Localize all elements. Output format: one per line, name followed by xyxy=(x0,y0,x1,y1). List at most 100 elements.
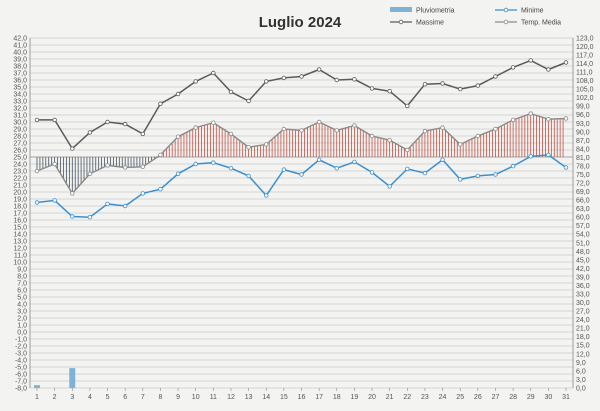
data-point xyxy=(211,160,216,165)
legend-swatch-bar xyxy=(390,7,412,12)
data-point xyxy=(422,170,428,176)
right-tick-label: 60,0 xyxy=(576,215,590,222)
data-point xyxy=(105,119,110,125)
data-point xyxy=(458,177,463,182)
left-tick-label: 24,0 xyxy=(13,161,27,168)
data-point xyxy=(369,86,375,91)
data-point xyxy=(405,103,410,109)
legend-label: Pluviometria xyxy=(416,8,455,15)
data-point xyxy=(52,117,57,123)
right-tick-label: 114,0 xyxy=(576,61,593,68)
left-tick-label: 23,0 xyxy=(13,168,27,175)
legend: Pluviometria Minime Massime Temp. Media xyxy=(390,7,561,27)
right-tick-label: 51,0 xyxy=(576,240,590,247)
right-tick-label: 33,0 xyxy=(576,291,590,298)
data-point xyxy=(546,116,551,122)
data-point xyxy=(528,154,533,159)
x-tick-label: 12 xyxy=(227,394,235,401)
right-tick-label: 93,0 xyxy=(576,121,590,128)
left-tick-label: 37,0 xyxy=(13,70,27,77)
left-tick-label: 35,0 xyxy=(13,84,27,91)
data-point xyxy=(193,125,198,130)
left-tick-label: -7,0 xyxy=(15,378,27,385)
x-tick-label: 22 xyxy=(403,394,411,401)
data-point xyxy=(563,60,569,65)
data-point xyxy=(211,70,216,76)
data-point xyxy=(87,130,93,135)
data-point xyxy=(475,83,481,88)
data-point xyxy=(493,172,498,177)
data-point xyxy=(70,146,75,151)
left-tick-label: 5,0 xyxy=(17,294,27,301)
data-point xyxy=(334,77,339,83)
legend-label: Massime xyxy=(416,20,444,27)
left-tick-label: 2,0 xyxy=(17,315,27,322)
left-tick-label: 22,0 xyxy=(13,175,27,182)
hatch-above-group xyxy=(157,113,564,157)
data-point xyxy=(369,133,375,139)
data-point xyxy=(352,123,357,128)
chart-title: Luglio 2024 xyxy=(259,14,342,31)
data-point xyxy=(246,98,251,104)
left-tick-label: 17,0 xyxy=(13,210,27,217)
left-tick-label: 33,0 xyxy=(13,98,27,105)
left-axis-ticks: -8,0-7,0-6,0-5,0-4,0-3,0-2,0-1,00,01,02,… xyxy=(13,35,27,392)
data-point xyxy=(387,184,392,189)
right-tick-label: 42,0 xyxy=(576,266,590,273)
left-tick-label: 3,0 xyxy=(17,308,27,315)
left-tick-label: 29,0 xyxy=(13,126,27,133)
data-point xyxy=(122,165,128,170)
left-tick-label: 7,0 xyxy=(17,280,27,287)
left-tick-label: -3,0 xyxy=(15,350,27,357)
data-point xyxy=(352,77,357,82)
x-tick-label: 21 xyxy=(386,394,394,401)
right-tick-label: 36,0 xyxy=(576,283,590,290)
data-point xyxy=(158,186,163,192)
data-point xyxy=(299,172,304,177)
right-tick-label: 30,0 xyxy=(576,300,590,307)
left-tick-label: 9,0 xyxy=(17,266,27,273)
data-point xyxy=(105,163,110,168)
left-tick-label: 41,0 xyxy=(13,42,27,49)
data-point xyxy=(52,198,57,203)
left-tick-label: -4,0 xyxy=(15,357,27,364)
x-tick-label: 1 xyxy=(35,394,39,401)
data-point xyxy=(422,81,428,87)
left-tick-label: 20,0 xyxy=(13,189,27,196)
left-tick-label: 14,0 xyxy=(13,231,27,238)
right-tick-label: 45,0 xyxy=(576,257,590,264)
right-tick-label: 54,0 xyxy=(576,232,590,239)
right-tick-label: 3,0 xyxy=(576,377,586,384)
data-point xyxy=(228,131,234,137)
hatch-below-group xyxy=(36,157,155,194)
data-point xyxy=(316,119,322,125)
data-point xyxy=(246,144,251,150)
right-tick-label: 69,0 xyxy=(576,189,590,196)
data-point xyxy=(316,67,322,72)
left-tick-label: 19,0 xyxy=(13,196,27,203)
grid-lines xyxy=(29,37,574,389)
data-point xyxy=(458,86,463,92)
data-point xyxy=(563,116,569,121)
data-point xyxy=(387,137,392,143)
data-point xyxy=(52,161,57,167)
left-tick-label: 32,0 xyxy=(13,105,27,112)
x-tick-label: 9 xyxy=(176,394,180,401)
right-tick-label: 6,0 xyxy=(576,368,586,375)
right-tick-label: 39,0 xyxy=(576,274,590,281)
x-tick-label: 14 xyxy=(262,394,270,401)
left-tick-label: -1,0 xyxy=(15,336,27,343)
right-tick-label: 123,0 xyxy=(576,35,594,42)
data-point xyxy=(563,165,569,170)
left-tick-label: 28,0 xyxy=(13,133,27,140)
data-point xyxy=(475,173,481,179)
data-point xyxy=(175,91,181,97)
left-tick-label: 4,0 xyxy=(17,301,27,308)
left-tick-label: 6,0 xyxy=(17,287,27,294)
data-point xyxy=(70,191,75,196)
right-tick-label: 81,0 xyxy=(576,155,590,162)
data-point xyxy=(546,67,551,72)
left-tick-label: 34,0 xyxy=(13,91,27,98)
left-tick-label: 12,0 xyxy=(13,245,27,252)
left-tick-label: 0,0 xyxy=(17,329,27,336)
